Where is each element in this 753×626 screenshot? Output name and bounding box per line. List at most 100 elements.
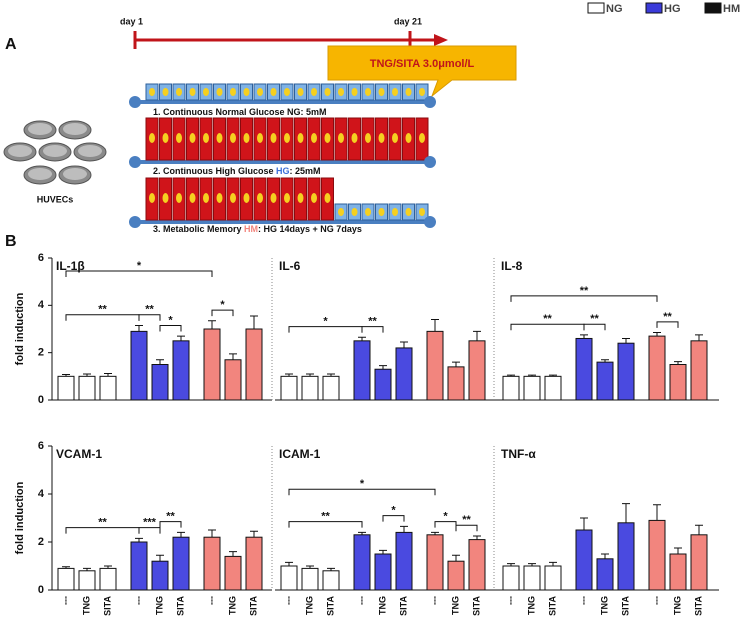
x-tick-label: ---	[283, 596, 293, 605]
nucleus	[392, 88, 398, 96]
bar	[544, 565, 562, 591]
dish-inner	[63, 168, 87, 180]
nucleus	[270, 193, 277, 203]
significance-label: *	[168, 314, 173, 326]
bar	[669, 364, 687, 401]
bar	[617, 522, 635, 591]
significance-bracket	[455, 524, 478, 532]
bar	[575, 529, 593, 591]
nucleus	[378, 88, 385, 96]
bar	[151, 364, 169, 401]
nucleus	[297, 88, 304, 96]
y-tick-label: 0	[38, 584, 44, 596]
bar	[648, 335, 666, 401]
bar	[575, 337, 593, 401]
error-bar	[83, 567, 91, 571]
nucleus	[162, 193, 169, 203]
bar	[468, 539, 486, 591]
error-bar	[452, 361, 460, 367]
nucleus	[230, 133, 236, 143]
x-tick-label: SITA	[620, 596, 630, 616]
x-tick-label: TNG	[599, 596, 609, 615]
nucleus	[189, 133, 196, 143]
significance-label: *	[220, 299, 225, 311]
error-bar	[473, 330, 481, 341]
row-text: 2. Continuous High Glucose	[153, 166, 276, 176]
error-bar	[507, 563, 515, 566]
x-tick-label: TNG	[304, 596, 314, 615]
bar	[523, 565, 541, 591]
bar	[596, 558, 614, 591]
nucleus	[149, 88, 155, 96]
bar	[224, 359, 242, 401]
bar	[596, 361, 614, 401]
significance-label: **	[543, 313, 552, 325]
dish-inner	[28, 123, 52, 135]
bar	[617, 342, 635, 401]
nucleus	[392, 133, 398, 143]
error-bar	[674, 361, 682, 365]
significance-bracket	[211, 309, 234, 317]
x-tick-label: ---	[206, 596, 216, 605]
significance-bracket	[361, 326, 384, 333]
x-tick-label: TNG	[377, 596, 387, 615]
row-text: : HG 14days + NG 7days	[258, 224, 362, 234]
error-bar	[229, 353, 237, 360]
nucleus	[284, 133, 290, 143]
bar	[374, 553, 392, 591]
strip-end	[129, 216, 141, 228]
y-tick-label: 4	[38, 299, 45, 311]
error-bar	[431, 531, 439, 535]
legend-label: HM	[723, 3, 740, 15]
row-label: 2. Continuous High Glucose HG: 25mM	[153, 166, 321, 176]
strip-end	[129, 156, 141, 168]
day-label: day 1	[120, 16, 143, 26]
error-bar	[358, 531, 366, 535]
nucleus	[176, 88, 182, 96]
timeline-arrow	[434, 34, 448, 46]
error-bar	[250, 530, 258, 538]
legend-swatch	[645, 2, 663, 14]
significance-bracket	[159, 324, 182, 332]
nucleus	[243, 133, 250, 143]
nucleus	[243, 193, 250, 203]
significance-label: **	[663, 311, 672, 323]
cells-label: HUVECs	[37, 194, 74, 204]
bar	[224, 555, 242, 591]
x-tick-label: ---	[505, 596, 515, 605]
row-label: 1. Continuous Normal Glucose NG: 5mM	[153, 107, 327, 117]
row-text: 1. Continuous Normal Glucose NG: 5mM	[153, 107, 327, 117]
significance-bracket	[288, 488, 436, 496]
bar	[374, 368, 392, 401]
dish-inner	[8, 145, 32, 157]
chart-title: IL-8	[501, 259, 523, 273]
y-axis-label: fold induction	[14, 292, 26, 365]
x-tick-label: TNG	[450, 596, 460, 615]
nucleus	[405, 133, 412, 143]
error-bar	[156, 359, 164, 365]
row-text: : 25mM	[290, 166, 321, 176]
bar	[57, 375, 75, 401]
bar	[245, 328, 263, 401]
bar	[648, 519, 666, 591]
x-tick-label: SITA	[325, 596, 335, 616]
x-tick-label: ---	[60, 596, 70, 605]
error-bar	[306, 565, 314, 569]
nucleus	[338, 133, 344, 143]
x-tick-label: SITA	[102, 596, 112, 616]
bar	[151, 560, 169, 591]
error-bar	[674, 547, 682, 554]
bar	[468, 340, 486, 401]
bar	[395, 531, 413, 591]
error-bar	[177, 531, 185, 538]
nucleus	[149, 193, 155, 203]
significance-bracket	[656, 321, 679, 328]
bar	[502, 565, 520, 591]
error-bar	[622, 503, 630, 523]
treatment-label: TNG/SITA 3.0μmol/L	[370, 58, 475, 70]
bar	[78, 375, 96, 401]
bar	[78, 570, 96, 591]
error-bar	[580, 517, 588, 530]
chart-title: TNF-α	[501, 447, 536, 461]
